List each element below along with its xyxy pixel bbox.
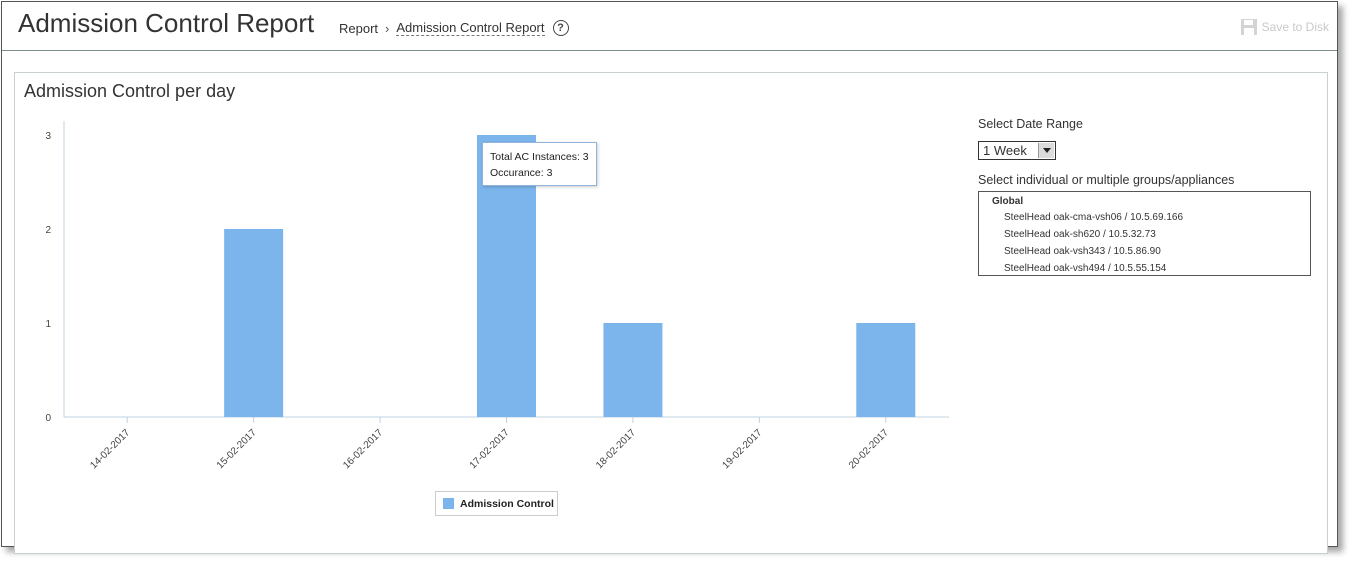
bar-18-02-2017 bbox=[603, 323, 663, 417]
x-tick-label: 18-02-2017 bbox=[594, 427, 638, 471]
appliance-item[interactable]: SteelHead oak-vsh494 / 10.5.55.154 bbox=[1004, 263, 1167, 274]
legend-label: Admission Control bbox=[460, 497, 554, 510]
groups-label: Select individual or multiple groups/app… bbox=[978, 173, 1235, 187]
breadcrumb-current[interactable]: Admission Control Report bbox=[396, 20, 545, 36]
date-range-select[interactable]: 1 Week bbox=[978, 141, 1056, 160]
appliance-item[interactable]: SteelHead oak-cma-vsh06 / 10.5.69.166 bbox=[1004, 212, 1183, 223]
question-circle-icon[interactable]: ? bbox=[552, 20, 569, 36]
y-tick-label: 2 bbox=[45, 225, 51, 236]
save-to-disk-button[interactable]: Save to Disk bbox=[1240, 18, 1329, 36]
x-tick-label: 14-02-2017 bbox=[88, 427, 132, 471]
breadcrumb-root[interactable]: Report bbox=[339, 20, 379, 36]
bar-20-02-2017 bbox=[856, 323, 916, 417]
date-range-label: Select Date Range bbox=[978, 117, 1083, 131]
report-window: Admission Control Report Report › Admiss… bbox=[1, 1, 1338, 554]
tooltip-line-instances: Total AC Instances: 3 bbox=[490, 151, 589, 163]
breadcrumb-separator: › bbox=[385, 20, 390, 36]
x-tick-label: 20-02-2017 bbox=[847, 427, 891, 471]
panel-title: Admission Control per day bbox=[24, 81, 236, 101]
chevron-down-icon[interactable] bbox=[1038, 143, 1054, 158]
tooltip-line-occurance: Occurance: 3 bbox=[490, 167, 553, 179]
chart-tooltip: Total AC Instances: 3 Occurance: 3 bbox=[482, 142, 597, 186]
x-tick-label: 17-02-2017 bbox=[468, 427, 512, 471]
appliance-item[interactable]: SteelHead oak-sh620 / 10.5.32.73 bbox=[1004, 229, 1156, 240]
floppy-disk-icon bbox=[1240, 19, 1257, 35]
page-header: Admission Control Report Report › Admiss… bbox=[2, 2, 1337, 51]
groups-listbox[interactable]: Global SteelHead oak-cma-vsh06 / 10.5.69… bbox=[978, 191, 1311, 276]
y-tick-label: 3 bbox=[45, 131, 51, 142]
chart-legend[interactable]: Admission Control bbox=[435, 491, 558, 516]
x-tick-label: 19-02-2017 bbox=[721, 427, 765, 471]
x-tick-label: 16-02-2017 bbox=[341, 427, 385, 471]
legend-swatch bbox=[443, 498, 454, 509]
y-tick-label: 1 bbox=[45, 319, 51, 330]
admission-control-panel: Admission Control per day 0 1 2 3 14-02-2017… bbox=[14, 72, 1328, 554]
x-tick-label: 15-02-2017 bbox=[215, 427, 259, 471]
y-tick-label: 0 bbox=[45, 413, 51, 424]
breadcrumb: Report › Admission Control Report ? bbox=[339, 20, 569, 36]
page-title: Admission Control Report bbox=[18, 8, 315, 38]
appliance-item[interactable]: SteelHead oak-vsh343 / 10.5.86.90 bbox=[1004, 246, 1161, 257]
bar-15-02-2017 bbox=[224, 229, 284, 417]
date-range-value: 1 Week bbox=[983, 143, 1027, 158]
group-global[interactable]: Global bbox=[992, 196, 1024, 207]
save-to-disk-label: Save to Disk bbox=[1261, 20, 1329, 34]
